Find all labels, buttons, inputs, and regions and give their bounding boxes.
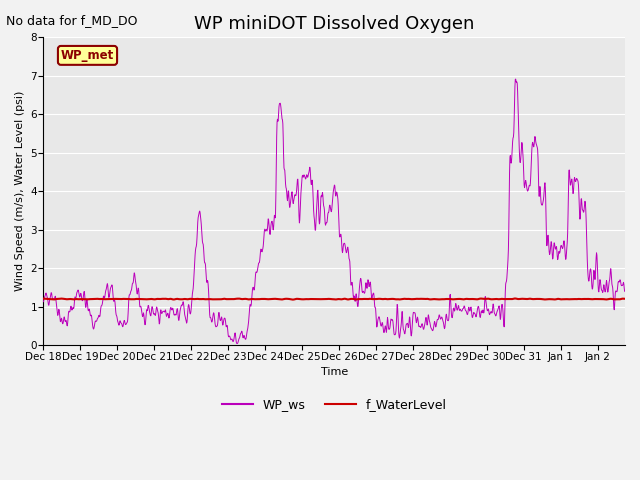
Text: No data for f_MD_DO: No data for f_MD_DO — [6, 14, 138, 27]
Text: WP_met: WP_met — [61, 49, 114, 62]
Y-axis label: Wind Speed (m/s), Water Level (psi): Wind Speed (m/s), Water Level (psi) — [15, 91, 25, 291]
Title: WP miniDOT Dissolved Oxygen: WP miniDOT Dissolved Oxygen — [194, 15, 474, 33]
Legend: WP_ws, f_WaterLevel: WP_ws, f_WaterLevel — [217, 393, 452, 416]
X-axis label: Time: Time — [321, 367, 348, 377]
